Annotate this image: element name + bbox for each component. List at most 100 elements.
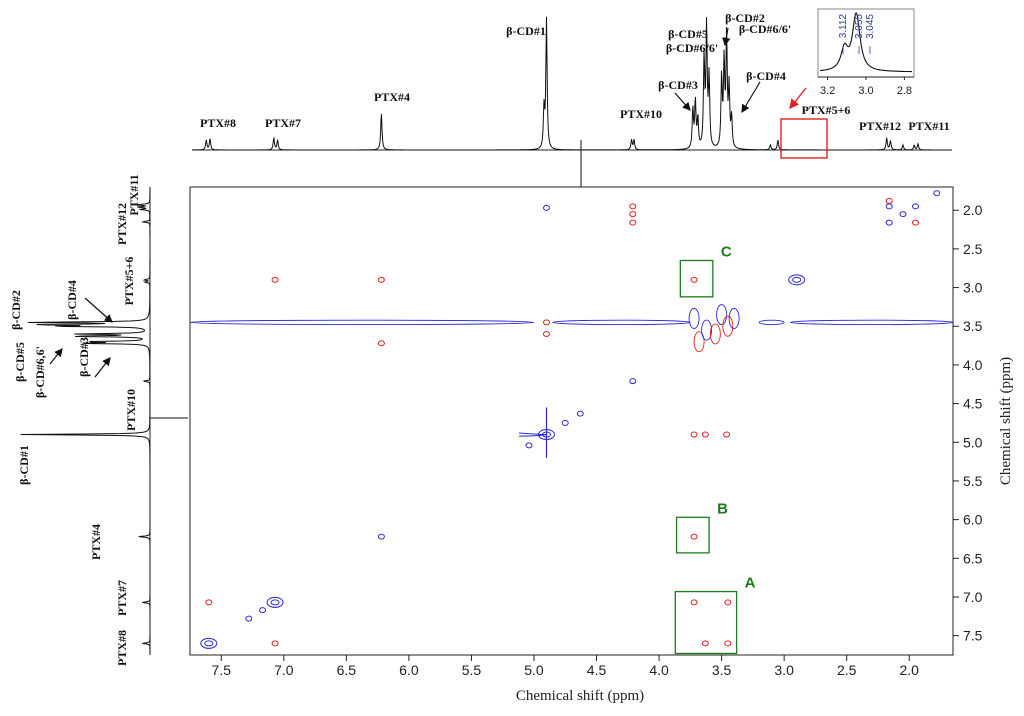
cross-peak-ring-2 (271, 640, 279, 647)
cross-peak-ring-7 (377, 276, 385, 283)
x-tick-label-2: 6.5 (337, 662, 357, 678)
cross-peak-ring-4 (245, 615, 253, 622)
cross-peak-20 (542, 330, 550, 337)
cross-peak-35 (911, 219, 919, 226)
x-axis-ticks: 7.5 7.0 6.5 6.0 5.5 5.0 4.5 4.0 3.5 3.0 2.5 2.0 (212, 655, 919, 678)
cross-peak-19 (542, 319, 550, 326)
left-peak-label-12: PTX#8 (115, 630, 129, 666)
y-tick-label-6: 5.0 (963, 434, 983, 450)
cross-peak-ring-36 (885, 197, 893, 204)
cross-peak-ring-14 (629, 378, 637, 385)
top-peak-label-6: β-CD#5 (668, 27, 708, 41)
cross-peak-3 (266, 596, 284, 608)
inset-tick-label-2: 2.8 (897, 85, 912, 97)
cross-peak-ring-17 (525, 442, 533, 449)
x-tick-label-7: 4.0 (649, 662, 669, 678)
y-tick-label-7: 5.5 (963, 473, 983, 489)
region-box-C (679, 259, 714, 298)
cross-peak-12 (629, 211, 637, 218)
cross-peak-22 (701, 431, 709, 438)
cross-peak-ring-24 (690, 276, 698, 283)
inset-tick-label-1: 3.0 (858, 85, 873, 97)
streak-segment-1 (552, 319, 691, 326)
x-axis-label: Chemical shift (ppm) (516, 688, 644, 704)
region-label-C: C (721, 243, 732, 260)
plot-frame (189, 186, 954, 656)
cross-peak-0 (200, 637, 218, 649)
arrow-left-cd6 (49, 348, 63, 365)
cross-peak-17 (525, 442, 533, 449)
cd-cluster-4 (716, 304, 728, 326)
inset-trace (819, 12, 912, 73)
red-arrow (789, 87, 807, 110)
cross-peaks (200, 190, 941, 649)
cross-peak-7 (377, 276, 385, 283)
cross-peak-1 (205, 599, 213, 606)
cross-peak-8 (377, 340, 385, 347)
x-tick-label-4: 5.5 (462, 662, 482, 678)
cross-peak-ring-outer-0 (200, 637, 218, 649)
top-peak-label-9: β-CD#6/6' (739, 22, 791, 36)
top-spectrum: PTX#8 PTX#7PTX#4β-CD#1PTX#10β-CD#3β-CD#5β… (192, 11, 952, 159)
inset-frame (817, 8, 915, 78)
cross-peak-36 (885, 197, 893, 204)
highlight-box (780, 118, 828, 159)
cd-cluster-5 (722, 315, 734, 337)
left-peak-label-8: PTX#10 (124, 389, 138, 431)
cross-peak-21 (690, 431, 698, 438)
cross-peak-ring-26 (690, 599, 698, 606)
y-tick-label-10: 7.0 (963, 589, 983, 605)
inset-tick-label-0: 3.2 (820, 85, 835, 97)
cross-peak-14 (629, 378, 637, 385)
inset-panel: 3.2 3.0 2.8 3.112 3.055 3.045 (817, 8, 915, 97)
left-peak-label-1: PTX#12 (115, 203, 129, 245)
region-box-B (675, 516, 710, 554)
left-peak-label-10: PTX#4 (89, 524, 103, 560)
arrow-cd2 (722, 27, 731, 47)
cross-peak-37 (933, 190, 941, 197)
cross-peak-ring-33 (899, 211, 907, 218)
cross-peak-4 (245, 615, 253, 622)
x-tick-label-11: 2.0 (899, 662, 919, 678)
left-peak-label-4: β-CD#4 (65, 280, 79, 320)
top-peak-label-8: β-CD#2 (725, 11, 765, 25)
top-peak-label-11: PTX#5+6 (802, 103, 851, 117)
arrow-cd4 (741, 81, 761, 114)
x-tick-label-1: 7.0 (274, 662, 294, 678)
region-box-A (674, 590, 738, 655)
cross-peak-6 (271, 276, 279, 283)
y-tick-label-1: 2.5 (963, 241, 983, 257)
cross-peak-ring-outer-30 (788, 274, 806, 286)
cross-peak-ring-29 (724, 640, 732, 647)
y-tick-label-9: 6.5 (963, 550, 983, 566)
cross-peak-ring-25 (690, 533, 698, 540)
cd-cluster-1 (693, 331, 705, 353)
cross-peak-29 (724, 640, 732, 647)
inset-peak-label-2: 3.045 (865, 14, 876, 39)
left-peak-label-7: β-CD#3 (77, 337, 91, 377)
cross-peak-32 (885, 219, 893, 226)
cross-peak-ring-5 (259, 607, 267, 614)
cross-peak-ring-11 (629, 203, 637, 210)
region-label-B: B (717, 500, 728, 517)
cross-peak-ring-6 (271, 276, 279, 283)
top-peak-label-12: PTX#12 (859, 119, 901, 133)
y-tick-label-8: 6.0 (963, 512, 983, 528)
x-tick-label-0: 7.5 (212, 662, 232, 678)
cross-peak-30 (788, 274, 806, 286)
cross-peak-ring-inner-3 (270, 599, 280, 606)
inset-peak-label-1: 3.055 (854, 14, 865, 39)
top-peak-label-3: β-CD#1 (506, 24, 546, 38)
left-peak-label-3: β-CD#2 (9, 290, 23, 330)
cd-cluster-2 (701, 319, 713, 341)
y-tick-label-0: 2.0 (963, 202, 983, 218)
y-tick-label-3: 3.5 (963, 318, 983, 334)
cross-peak-ring-inner-30 (792, 276, 802, 283)
cross-peak-ring-21 (690, 431, 698, 438)
left-peak-label-9: β-CD#1 (17, 445, 31, 485)
y-tick-label-11: 7.5 (963, 628, 983, 644)
cross-peak-ring-13 (629, 219, 637, 226)
inset-peak-label-0: 3.112 (838, 14, 849, 39)
